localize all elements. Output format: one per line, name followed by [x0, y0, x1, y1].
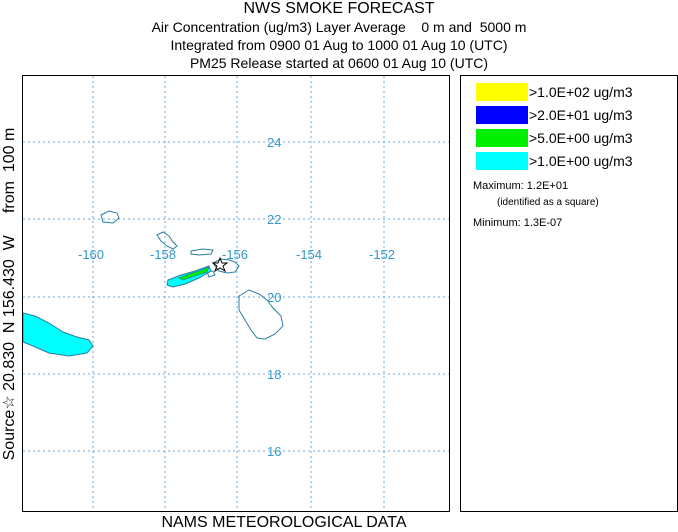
legend-label: >1.0E+00 ug/m3	[529, 153, 633, 169]
longitude-gridlines	[92, 76, 385, 511]
legend-swatch-blue	[476, 106, 528, 124]
legend-label: >2.0E+01 ug/m3	[529, 107, 633, 123]
longitude-label: -154	[296, 247, 322, 262]
longitude-label: -156	[222, 247, 248, 262]
molokai-coast	[190, 248, 214, 256]
longitude-label: -152	[369, 247, 395, 262]
source-location-label: Source☆ 20.830 N 156.430 W from 100 m	[1, 127, 18, 461]
smoke-plume-lanai-green	[178, 266, 210, 281]
legend-swatch-yellow	[476, 83, 528, 101]
legend-swatch-green	[476, 129, 528, 147]
latitude-label: 18	[267, 367, 281, 382]
longitude-label: -158	[150, 247, 176, 262]
legend-swatch-cyan	[476, 152, 528, 170]
source-star-icon	[211, 256, 229, 273]
latitude-label: 24	[267, 135, 281, 150]
release-start: PM25 Release started at 0600 01 Aug 10 (…	[189, 55, 489, 71]
maximum-note: (identified as a square)	[497, 197, 599, 208]
oahu-coast	[156, 231, 178, 250]
smoke-plume-west	[23, 312, 94, 357]
island-coastlines	[100, 210, 284, 340]
latitude-gridlines	[23, 141, 449, 452]
longitude-label: -160	[78, 247, 104, 262]
latitude-label: 16	[267, 444, 281, 459]
minimum-value: Minimum: 1.3E-07	[473, 217, 563, 229]
hawaii-smoke-map: -160 -158 -156 -154 -152 24 22 20 18 16	[23, 76, 449, 511]
latitude-label: 22	[267, 212, 281, 227]
legend-label: >1.0E+02 ug/m3	[529, 84, 633, 100]
maximum-value: Maximum: 1.2E+01	[473, 180, 569, 192]
map-panel: -160 -158 -156 -154 -152 24 22 20 18 16	[22, 75, 450, 512]
maui-coast	[212, 258, 240, 274]
legend-label: >5.0E+00 ug/m3	[529, 130, 633, 146]
latitude-label: 20	[267, 290, 281, 305]
concentration-subtitle: Air Concentration (ug/m3) Layer Average …	[151, 19, 527, 35]
meteorological-data-label: NAMS METEOROLOGICAL DATA	[161, 514, 407, 531]
hawaii-big-island-coast	[238, 289, 284, 340]
forecast-title: NWS SMOKE FORECAST	[243, 0, 435, 17]
niihau-kauai-coast	[100, 210, 120, 224]
integration-period: Integrated from 0900 01 Aug to 1000 01 A…	[170, 37, 508, 53]
legend-panel: >1.0E+02 ug/m3 >2.0E+01 ug/m3 >5.0E+00 u…	[460, 75, 678, 512]
